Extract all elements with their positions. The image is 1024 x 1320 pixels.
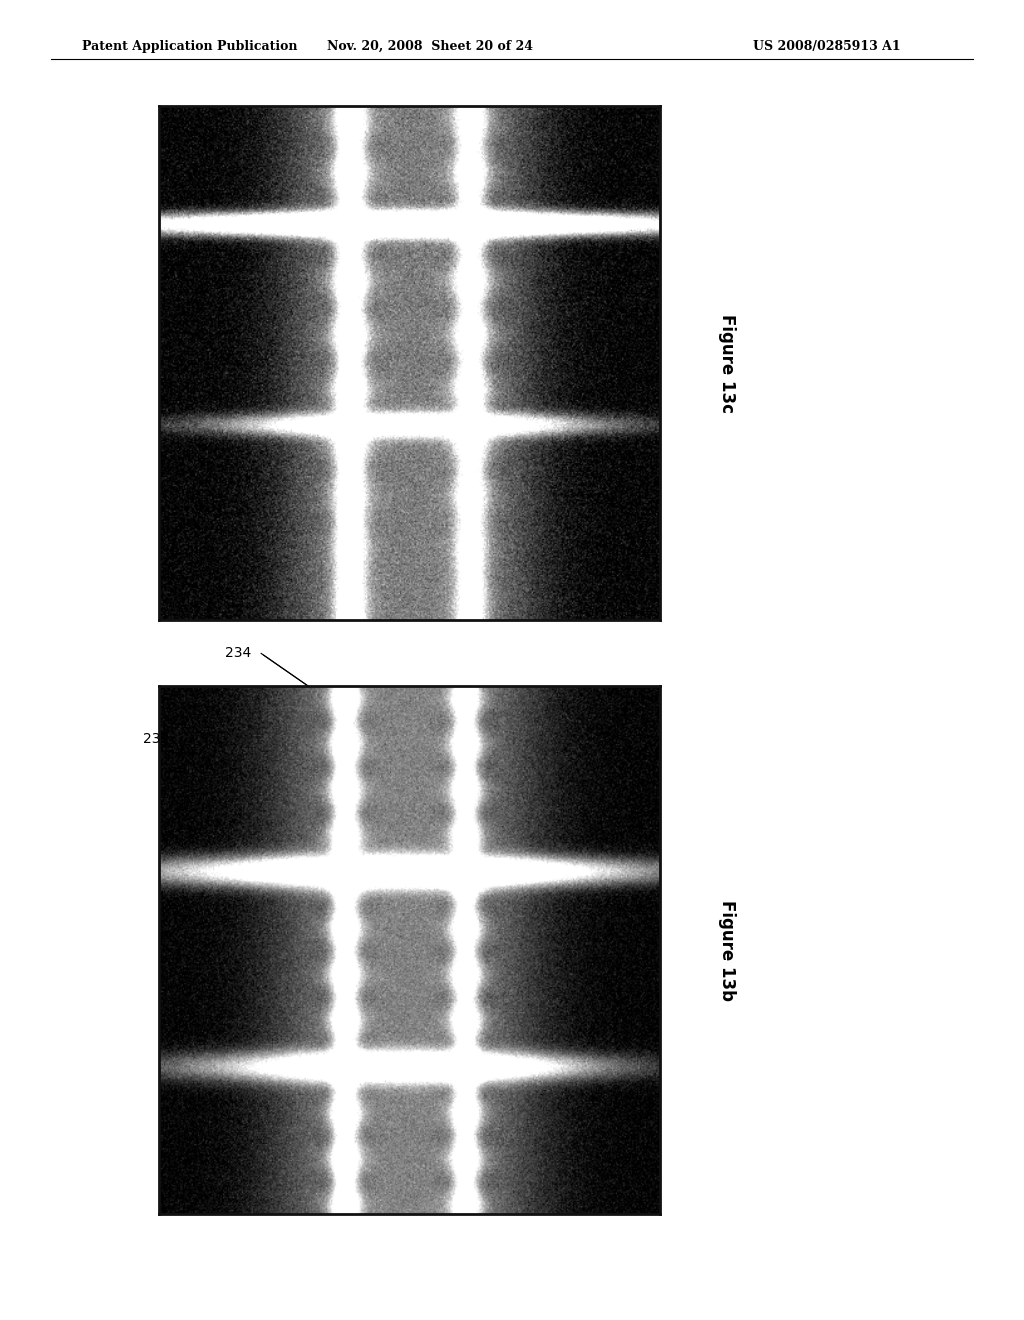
Text: Nov. 20, 2008  Sheet 20 of 24: Nov. 20, 2008 Sheet 20 of 24 — [327, 40, 534, 53]
Text: Figure 13b: Figure 13b — [718, 900, 736, 1001]
Text: 234: 234 — [225, 647, 252, 660]
Text: 232: 232 — [143, 733, 170, 746]
Text: Figure 13c: Figure 13c — [718, 314, 736, 412]
Text: Patent Application Publication: Patent Application Publication — [82, 40, 297, 53]
Text: US 2008/0285913 A1: US 2008/0285913 A1 — [754, 40, 901, 53]
